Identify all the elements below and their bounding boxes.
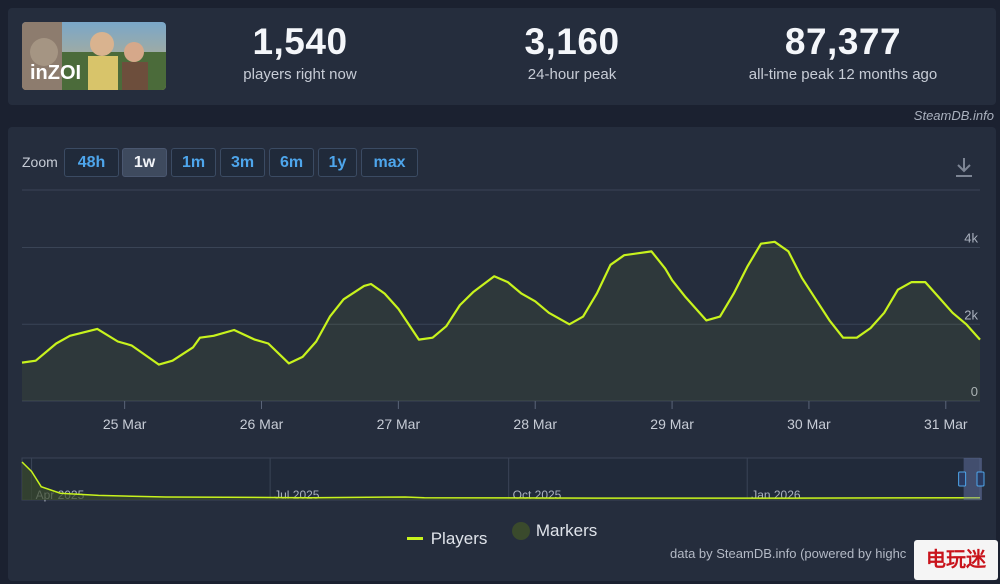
x-tick-label: 30 Mar [787,416,831,432]
game-thumbnail[interactable]: inZOI [22,22,166,90]
zoom-6m-button[interactable]: 6m [269,148,314,177]
zoom-label: Zoom [22,154,58,170]
zoom-max-button[interactable]: max [361,148,418,177]
zoom-3m-button[interactable]: 3m [220,148,265,177]
navigator-frame [21,457,981,501]
legend-markers-swatch [511,522,530,540]
download-icon [956,158,972,177]
current-players-value: 1,540 [252,21,348,62]
y-tick-label: 4k [964,231,978,246]
players-chart: 0 2k 4k 25 Mar 26 Mar 27 Mar 28 Mar 29 Mar 30 Ma… [21,189,985,502]
navigator-handle [958,471,967,487]
peak-24h-label: 24-hour peak [527,66,617,83]
x-tick-label: 26 Mar [240,416,284,432]
navigator-selection [963,458,982,500]
legend-markers[interactable]: Markers [511,521,598,541]
download-button[interactable] [952,155,976,179]
players-area [22,241,980,401]
game-logo-text: inZOI [30,62,81,84]
legend-players[interactable]: Players [406,528,488,549]
x-tick-label: 28 Mar [513,416,557,432]
peak-24h-value: 3,160 [524,21,620,62]
stat-all-time-peak: 87,377 all-time peak 12 months ago [723,20,963,83]
x-tick-label: 29 Mar [650,416,694,432]
stats-header: inZOI 1,540 players right now 3,160 24-h… [8,8,996,105]
stat-current-players: 1,540 players right now [180,20,420,83]
zoom-1y-button[interactable]: 1y [318,148,357,177]
legend-markers-label: Markers [535,521,598,540]
game-art-icon: inZOI [22,22,166,90]
x-tick-label: 31 Mar [924,416,968,432]
zoom-1m-button[interactable]: 1m [171,148,216,177]
chart-legend: Players Markers [8,521,996,549]
all-time-peak-value: 87,377 [784,21,902,62]
navigator-handle [976,471,985,487]
y-tick-label: 2k [964,307,978,322]
steamdb-credit[interactable]: SteamDB.info [913,108,994,123]
stat-24h-peak: 3,160 24-hour peak [452,20,692,83]
y-tick-label: 0 [971,384,978,399]
legend-players-swatch [406,537,423,540]
highcharts-credit[interactable]: data by SteamDB.info (powered by highc [670,546,907,561]
zoom-48h-button[interactable]: 48h [64,148,119,177]
navigator-line [21,461,981,499]
x-tick-label: 27 Mar [377,416,421,432]
all-time-peak-label: all-time peak 12 months ago [748,66,938,83]
watermark-logo: 电玩迷 [914,540,998,580]
players-line [21,240,981,366]
legend-players-label: Players [430,528,488,548]
x-tick-label: 25 Mar [103,416,147,432]
zoom-1w-button[interactable]: 1w [122,148,167,177]
current-players-label: players right now [243,66,357,83]
chart-panel: Zoom 48h 1w 1m 3m 6m 1y max 0 2k 4k 25 Mar 2… [8,127,996,581]
